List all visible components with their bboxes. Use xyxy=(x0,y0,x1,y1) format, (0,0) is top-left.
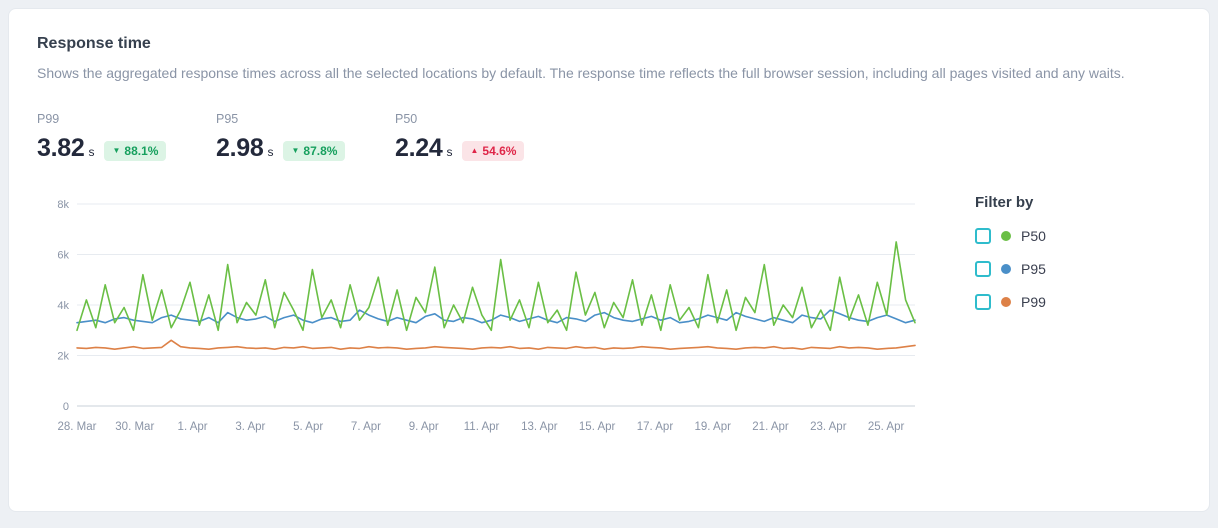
filter-label: P95 xyxy=(1021,261,1046,277)
svg-text:6k: 6k xyxy=(57,250,69,262)
series-dot-p50 xyxy=(1001,231,1011,241)
filter-panel: Filter by P50 P95 P99 xyxy=(975,194,1046,446)
svg-text:17. Apr: 17. Apr xyxy=(637,421,674,433)
filter-label: P99 xyxy=(1021,294,1046,310)
stat-label: P99 xyxy=(37,112,60,126)
checkbox-p95[interactable] xyxy=(975,261,991,277)
chart-section: 0 2k 4k 6k 8k 28. Mar 30. Mar 1. Apr 3. Apr 5. Ap… xyxy=(37,194,1181,446)
response-time-card: Response time Shows the aggregated respo… xyxy=(8,8,1210,512)
stat-value: 2.24 xyxy=(395,134,443,162)
stat-p99: P99 3.82 s ▼ 88.1% xyxy=(37,112,216,164)
stat-unit: s xyxy=(446,145,453,159)
svg-text:8k: 8k xyxy=(57,199,69,211)
svg-text:0: 0 xyxy=(63,401,69,413)
series-dot-p99 xyxy=(1001,297,1011,307)
svg-text:30. Mar: 30. Mar xyxy=(115,421,154,433)
triangle-down-icon: ▼ xyxy=(291,146,300,155)
svg-text:7. Apr: 7. Apr xyxy=(351,421,381,433)
stat-p50: P50 2.24 s ▲ 54.6% xyxy=(395,112,574,164)
svg-text:9. Apr: 9. Apr xyxy=(409,421,439,433)
chart-wrap: 0 2k 4k 6k 8k 28. Mar 30. Mar 1. Apr 3. Apr 5. Ap… xyxy=(37,194,929,446)
delta-value: 54.6% xyxy=(482,144,517,158)
delta-badge: ▼ 87.8% xyxy=(283,141,346,161)
svg-text:4k: 4k xyxy=(57,300,69,312)
svg-text:3. Apr: 3. Apr xyxy=(235,421,265,433)
stat-value: 3.82 xyxy=(37,134,85,162)
delta-value: 88.1% xyxy=(124,144,159,158)
card-description: Shows the aggregated response times acro… xyxy=(37,65,1125,81)
response-time-chart[interactable]: 0 2k 4k 6k 8k 28. Mar 30. Mar 1. Apr 3. Apr 5. Ap… xyxy=(37,194,929,446)
svg-text:11. Apr: 11. Apr xyxy=(464,421,500,433)
svg-text:28. Mar: 28. Mar xyxy=(58,421,97,433)
stat-label: P50 xyxy=(395,112,418,126)
svg-text:1. Apr: 1. Apr xyxy=(178,421,208,433)
delta-badge: ▲ 54.6% xyxy=(462,141,525,161)
filter-title: Filter by xyxy=(975,194,1034,211)
svg-text:2k: 2k xyxy=(57,351,69,363)
filter-item-p50[interactable]: P50 xyxy=(975,228,1046,244)
stat-unit: s xyxy=(88,145,95,159)
checkbox-p99[interactable] xyxy=(975,294,991,310)
svg-text:15. Apr: 15. Apr xyxy=(579,421,616,433)
stat-unit: s xyxy=(267,145,274,159)
svg-text:21. Apr: 21. Apr xyxy=(752,421,789,433)
triangle-up-icon: ▲ xyxy=(470,146,479,155)
delta-value: 87.8% xyxy=(303,144,338,158)
filter-label: P50 xyxy=(1021,228,1046,244)
delta-badge: ▼ 88.1% xyxy=(104,141,167,161)
svg-text:19. Apr: 19. Apr xyxy=(694,421,731,433)
svg-text:23. Apr: 23. Apr xyxy=(810,421,847,433)
stats-row: P99 3.82 s ▼ 88.1% P95 2.98 s ▼ 87.8% xyxy=(37,112,1181,164)
stat-value: 2.98 xyxy=(216,134,264,162)
svg-text:5. Apr: 5. Apr xyxy=(293,421,323,433)
stat-p95: P95 2.98 s ▼ 87.8% xyxy=(216,112,395,164)
filter-item-p95[interactable]: P95 xyxy=(975,261,1046,277)
stat-label: P95 xyxy=(216,112,239,126)
page-title: Response time xyxy=(37,35,151,52)
svg-text:25. Apr: 25. Apr xyxy=(868,421,905,433)
filter-item-p99[interactable]: P99 xyxy=(975,294,1046,310)
triangle-down-icon: ▼ xyxy=(112,146,121,155)
svg-text:13. Apr: 13. Apr xyxy=(521,421,558,433)
checkbox-p50[interactable] xyxy=(975,228,991,244)
series-dot-p95 xyxy=(1001,264,1011,274)
